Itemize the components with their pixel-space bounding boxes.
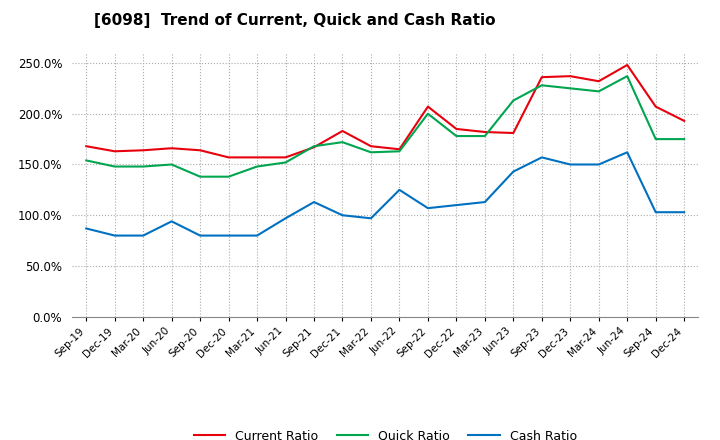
Cash Ratio: [595, 162, 603, 167]
Cash Ratio: [509, 169, 518, 174]
Current Ratio: [82, 143, 91, 149]
Current Ratio: [452, 126, 461, 132]
Line: Quick Ratio: Quick Ratio: [86, 76, 684, 177]
Current Ratio: [652, 104, 660, 109]
Cash Ratio: [537, 155, 546, 160]
Current Ratio: [537, 74, 546, 80]
Text: [6098]  Trend of Current, Quick and Cash Ratio: [6098] Trend of Current, Quick and Cash …: [94, 13, 495, 28]
Quick Ratio: [82, 158, 91, 163]
Current Ratio: [196, 148, 204, 153]
Cash Ratio: [167, 219, 176, 224]
Cash Ratio: [395, 187, 404, 193]
Quick Ratio: [366, 150, 375, 155]
Current Ratio: [225, 155, 233, 160]
Current Ratio: [310, 145, 318, 150]
Quick Ratio: [423, 111, 432, 116]
Cash Ratio: [452, 202, 461, 208]
Legend: Current Ratio, Quick Ratio, Cash Ratio: Current Ratio, Quick Ratio, Cash Ratio: [187, 423, 583, 440]
Current Ratio: [167, 146, 176, 151]
Current Ratio: [139, 148, 148, 153]
Cash Ratio: [680, 209, 688, 215]
Cash Ratio: [225, 233, 233, 238]
Line: Current Ratio: Current Ratio: [86, 65, 684, 158]
Cash Ratio: [652, 209, 660, 215]
Cash Ratio: [623, 150, 631, 155]
Quick Ratio: [652, 136, 660, 142]
Cash Ratio: [110, 233, 119, 238]
Quick Ratio: [623, 73, 631, 79]
Quick Ratio: [480, 133, 489, 139]
Current Ratio: [282, 155, 290, 160]
Quick Ratio: [338, 139, 347, 145]
Quick Ratio: [395, 149, 404, 154]
Current Ratio: [566, 73, 575, 79]
Quick Ratio: [310, 143, 318, 149]
Current Ratio: [480, 129, 489, 135]
Current Ratio: [338, 128, 347, 134]
Quick Ratio: [110, 164, 119, 169]
Current Ratio: [623, 62, 631, 68]
Quick Ratio: [282, 160, 290, 165]
Quick Ratio: [537, 83, 546, 88]
Current Ratio: [110, 149, 119, 154]
Quick Ratio: [196, 174, 204, 180]
Cash Ratio: [139, 233, 148, 238]
Current Ratio: [366, 143, 375, 149]
Quick Ratio: [452, 133, 461, 139]
Quick Ratio: [509, 98, 518, 103]
Cash Ratio: [196, 233, 204, 238]
Cash Ratio: [480, 199, 489, 205]
Quick Ratio: [167, 162, 176, 167]
Quick Ratio: [225, 174, 233, 180]
Quick Ratio: [253, 164, 261, 169]
Current Ratio: [423, 104, 432, 109]
Quick Ratio: [595, 89, 603, 94]
Current Ratio: [595, 79, 603, 84]
Current Ratio: [680, 118, 688, 124]
Current Ratio: [395, 147, 404, 152]
Cash Ratio: [82, 226, 91, 231]
Line: Cash Ratio: Cash Ratio: [86, 152, 684, 235]
Quick Ratio: [566, 86, 575, 91]
Quick Ratio: [680, 136, 688, 142]
Cash Ratio: [423, 205, 432, 211]
Cash Ratio: [366, 216, 375, 221]
Cash Ratio: [253, 233, 261, 238]
Cash Ratio: [310, 199, 318, 205]
Cash Ratio: [282, 216, 290, 221]
Quick Ratio: [139, 164, 148, 169]
Cash Ratio: [566, 162, 575, 167]
Cash Ratio: [338, 213, 347, 218]
Current Ratio: [253, 155, 261, 160]
Current Ratio: [509, 130, 518, 136]
